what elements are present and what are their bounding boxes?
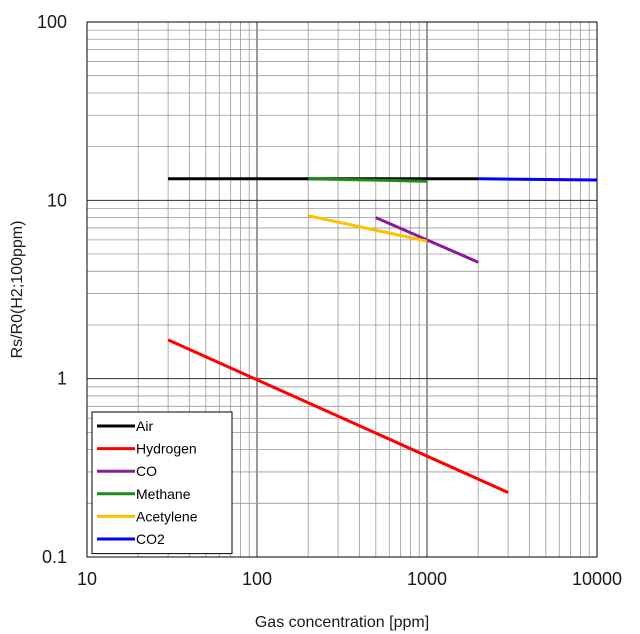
legend-label: CO2 — [136, 531, 165, 547]
series-line-acetylene — [307, 214, 428, 243]
legend-label: Acetylene — [136, 508, 198, 524]
x-tick-label: 10000 — [572, 569, 622, 589]
legend-label: Hydrogen — [136, 441, 197, 457]
x-tick-label: 1000 — [407, 569, 447, 589]
legend-box — [91, 411, 233, 555]
x-axis-title: Gas concentration [ppm] — [255, 614, 429, 631]
y-tick-label: 1 — [57, 369, 67, 389]
plot-frame — [86, 21, 598, 558]
y-tick-label: 0.1 — [42, 547, 67, 567]
x-tick-label: 100 — [242, 569, 272, 589]
series-line-co2 — [478, 177, 598, 182]
y-axis-title: Rs/R0(H2;100ppm) — [9, 221, 26, 359]
series-layer — [167, 177, 598, 494]
grid — [86, 22, 597, 558]
legend: Air Hydrogen CO Methane Acetylene CO2 — [91, 411, 233, 555]
legend-label: Methane — [136, 486, 191, 502]
legend-label: CO — [136, 463, 157, 479]
y-tick-label: 10 — [47, 190, 67, 210]
y-axis-tick-labels: 0.1 1 10 100 — [37, 12, 67, 567]
series-line-hydrogen — [167, 338, 509, 494]
x-tick-label: 10 — [77, 569, 97, 589]
legend-label: Air — [136, 418, 153, 434]
series-line-methane — [308, 177, 428, 183]
x-axis-tick-labels: 10 100 1000 10000 — [77, 569, 622, 589]
y-tick-label: 100 — [37, 12, 67, 32]
